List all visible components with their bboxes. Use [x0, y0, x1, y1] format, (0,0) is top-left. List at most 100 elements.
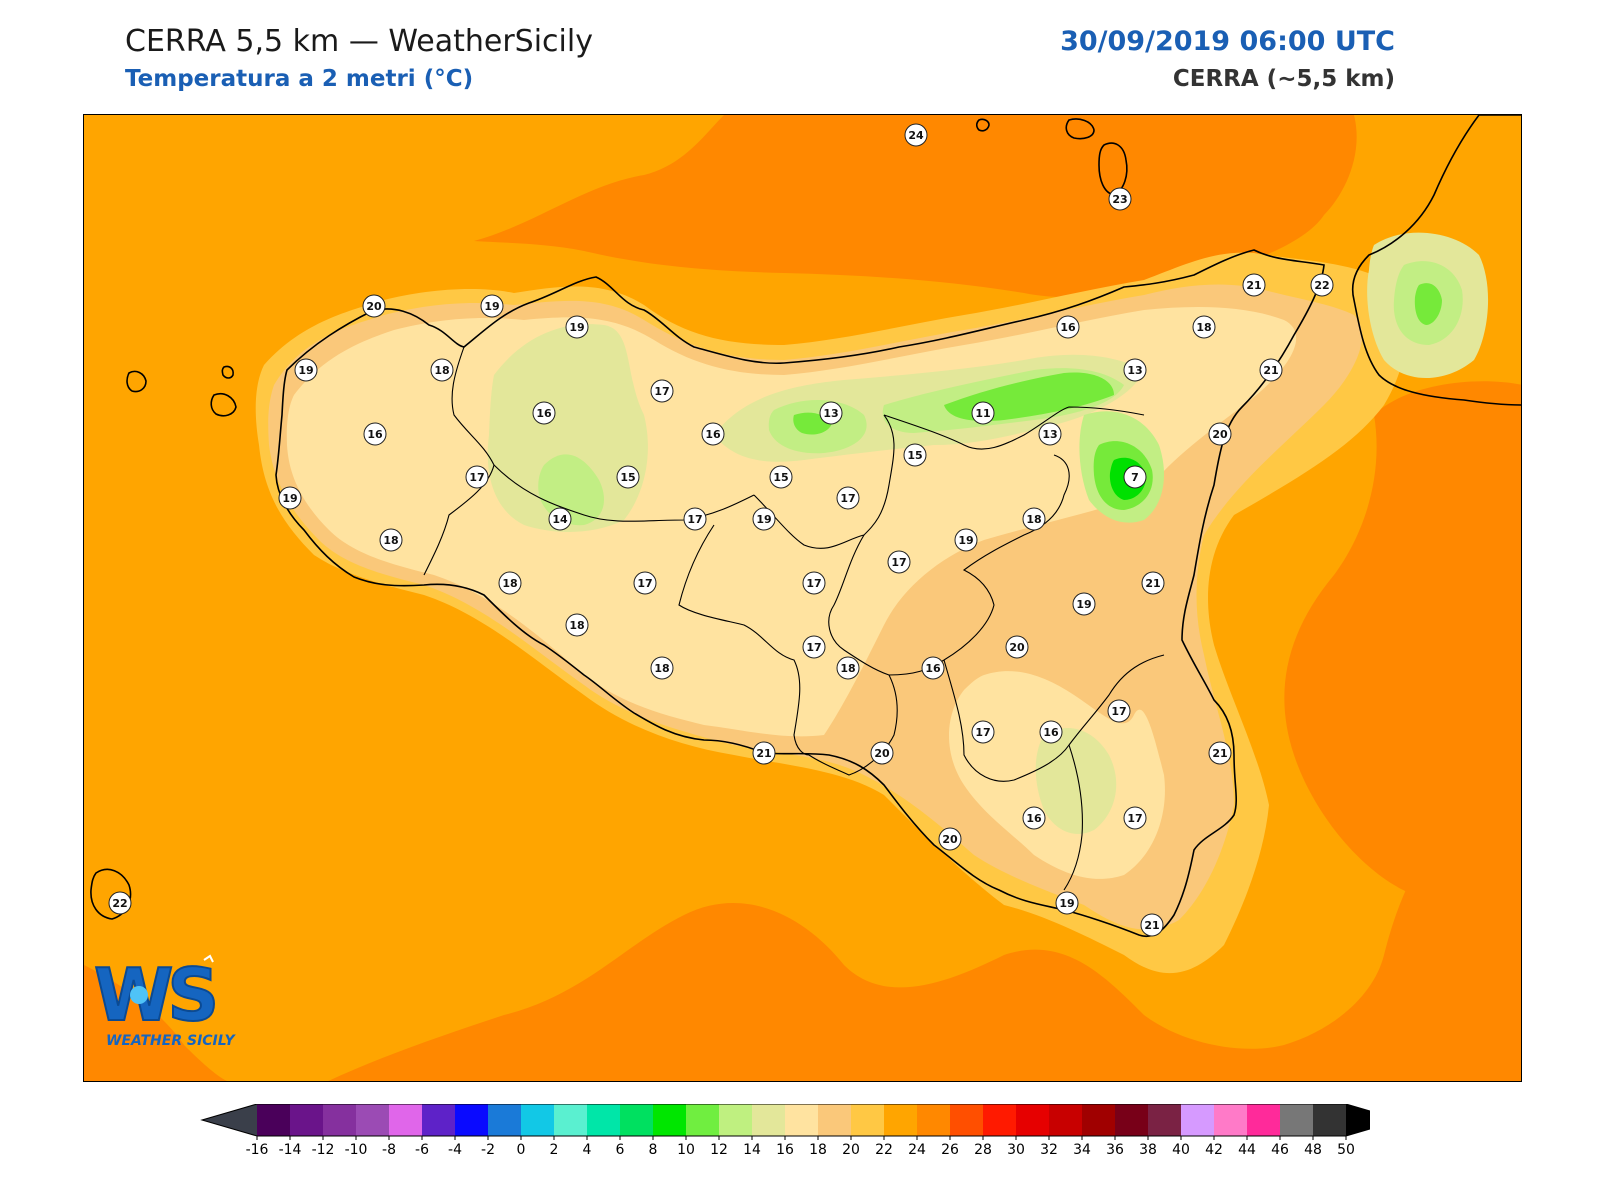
station-marker-circle	[1108, 187, 1132, 211]
colorbar-segment	[752, 1104, 786, 1136]
colorbar-tick-label: 34	[1073, 1142, 1091, 1156]
station-marker-circle	[1208, 422, 1232, 446]
logo-drop-icon	[130, 986, 148, 1004]
colorbar-tick-label: 38	[1139, 1142, 1157, 1156]
station-value: 13	[1127, 364, 1142, 377]
station-value: 15	[907, 449, 922, 462]
station-marker-circle	[701, 422, 725, 446]
station-marker: 16	[701, 422, 725, 446]
station-marker: 19	[752, 507, 776, 531]
station-marker-circle	[683, 507, 707, 531]
colorbar-tick-label: 42	[1205, 1142, 1223, 1156]
colorbar-segment	[1181, 1104, 1215, 1136]
warm-sea-southwest	[84, 965, 228, 1081]
station-marker: 19	[1055, 891, 1079, 915]
station-marker-circle	[1208, 741, 1232, 765]
station-marker: 18	[650, 656, 674, 680]
station-marker: 21	[1140, 913, 1164, 937]
station-marker-circle	[1039, 720, 1063, 744]
border-agrigento-caltanissetta	[678, 524, 810, 756]
station-marker-circle	[1140, 913, 1164, 937]
station-marker-circle	[819, 401, 843, 425]
colorbar-segment	[1115, 1104, 1149, 1136]
colorbar-tick-label: -8	[382, 1142, 396, 1156]
colorbar-tick-label: -14	[279, 1142, 302, 1156]
station-marker-circle	[363, 422, 387, 446]
station-marker-circle	[278, 486, 302, 510]
station-marker-circle	[1123, 806, 1147, 830]
station-marker: 20	[1208, 422, 1232, 446]
border-caltanissetta-enna	[828, 534, 945, 676]
map-panel[interactable]: 24 23 20 19 19 19 18 16 17 16 17 15 14 19 18 18 18 18 17 17…	[83, 114, 1522, 1082]
alicudi-island	[975, 118, 990, 132]
station-marker-circle	[565, 315, 589, 339]
colorbar-tick-label: -2	[481, 1142, 495, 1156]
station-value: 21	[1246, 279, 1261, 292]
station-marker-circle	[938, 827, 962, 851]
station-value: 19	[484, 300, 499, 313]
temperature-map[interactable]: 24 23 20 19 19 19 18 16 17 16 17 15 14 19 18 18 18 18 17 17…	[84, 115, 1522, 1082]
colorbar-tick-label: 48	[1304, 1142, 1322, 1156]
colorbar-tick-label: 24	[908, 1142, 926, 1156]
pantelleria-island	[90, 868, 132, 920]
station-marker-circle	[548, 507, 572, 531]
calabria-coastline	[1351, 115, 1521, 406]
station-marker-circle	[1022, 806, 1046, 830]
colorbar-segment	[455, 1104, 489, 1136]
station-value: 21	[1145, 577, 1160, 590]
station-value: 21	[1212, 747, 1227, 760]
colorbar-segment	[1016, 1104, 1050, 1136]
station-marker: 18	[1192, 315, 1216, 339]
station-marker: 21	[1259, 358, 1283, 382]
station-marker: 19	[565, 315, 589, 339]
station-value: 17	[1111, 705, 1126, 718]
colorbar-segment	[521, 1104, 555, 1136]
station-marker-circle	[480, 294, 504, 318]
colorbar-segment	[290, 1104, 324, 1136]
station-value: 20	[1212, 428, 1228, 441]
station-value: 18	[1196, 321, 1211, 334]
station-value: 22	[112, 897, 127, 910]
station-value: 13	[823, 407, 838, 420]
colorbar-tick-label: 36	[1106, 1142, 1124, 1156]
colorbar-tick-label: -6	[415, 1142, 429, 1156]
station-value: 24	[908, 129, 924, 142]
weather-sicily-logo: WS WEATHER SICILY	[93, 952, 237, 1049]
colorbar-tick-label: 10	[677, 1142, 695, 1156]
station-marker-circle	[532, 401, 556, 425]
colorbar-tick-label: -4	[448, 1142, 462, 1156]
station-marker: 17	[1123, 806, 1147, 830]
egadi-island-favignana	[210, 392, 237, 417]
station-value: 20	[366, 300, 382, 313]
map-subtitle: Temperatura a 2 metri (°C)	[125, 66, 474, 92]
station-value: 18	[434, 364, 449, 377]
station-value: 13	[1042, 428, 1057, 441]
station-marker-circle	[1192, 315, 1216, 339]
station-marker: 11	[971, 401, 995, 425]
border-caltanissetta-ragusa	[808, 674, 898, 776]
colorbar-segment	[422, 1104, 456, 1136]
station-value: 17	[687, 513, 702, 526]
colorbar-tick-label: 30	[1007, 1142, 1025, 1156]
station-value: 18	[840, 662, 855, 675]
station-marker: 17	[683, 507, 707, 531]
colorbar-segment	[785, 1104, 819, 1136]
land-field-10-calabria	[1414, 283, 1442, 325]
station-marker: 15	[769, 465, 793, 489]
station-value: 7	[1131, 471, 1139, 484]
colorbar-segment	[257, 1104, 291, 1136]
station-marker: 18	[379, 528, 403, 552]
colorbar-segment	[719, 1104, 753, 1136]
station-marker: 14	[548, 507, 572, 531]
station-value: 19	[1076, 598, 1091, 611]
colorbar-segment	[620, 1104, 654, 1136]
map-title: CERRA 5,5 km — WeatherSicily	[125, 24, 593, 59]
colorbar-tick-label: -12	[312, 1142, 335, 1156]
station-marker-circle	[1310, 273, 1334, 297]
colorbar-segment	[653, 1104, 687, 1136]
station-marker: 21	[1208, 741, 1232, 765]
station-marker-circle	[1259, 358, 1283, 382]
station-value: 18	[654, 662, 669, 675]
colorbar-tick-label: 0	[517, 1142, 526, 1156]
colorbar-tick-label: 46	[1271, 1142, 1289, 1156]
